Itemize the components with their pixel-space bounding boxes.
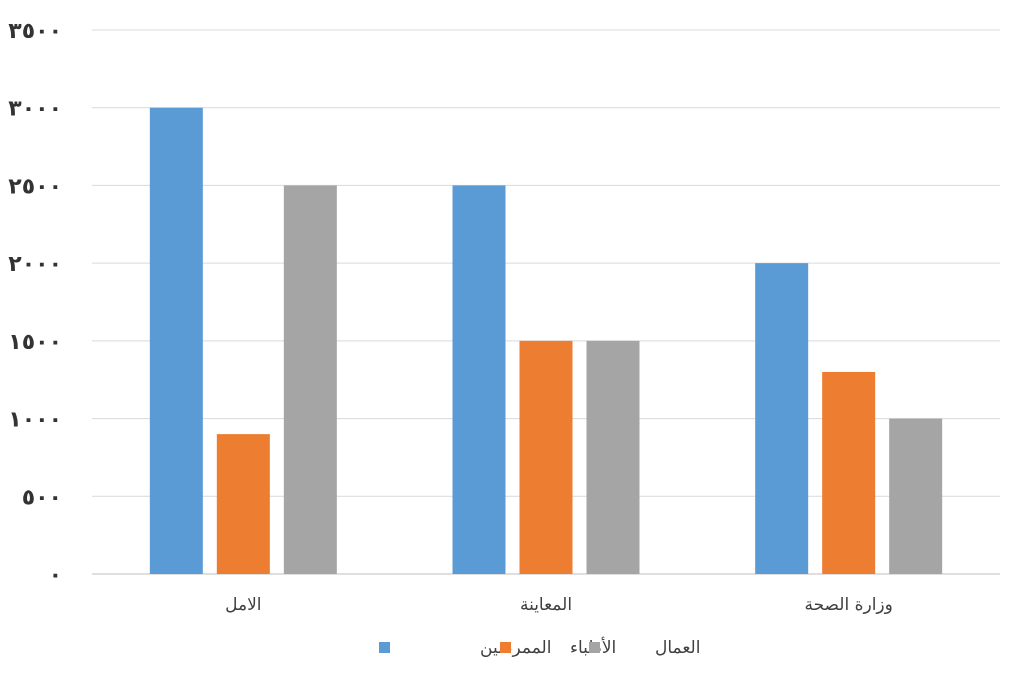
x-tick-label: المعاينة (520, 595, 572, 615)
bar (452, 185, 506, 574)
y-tick-label: ٠ (49, 563, 62, 588)
legend-label: الممرضين (480, 638, 551, 658)
y-tick-label: ٣٥٠٠ (8, 19, 62, 44)
bar (216, 434, 270, 574)
bar (519, 340, 573, 574)
y-tick-label: ٢٠٠٠ (8, 252, 62, 277)
x-axis-ticks: الامل المعاينة وزارة الصحة (225, 595, 893, 615)
y-tick-label: ١٥٠٠ (8, 330, 62, 355)
bar (586, 340, 640, 574)
y-tick-label: ٣٠٠٠ (8, 97, 62, 122)
bar (822, 371, 876, 574)
bar (283, 185, 337, 574)
x-tick-label: وزارة الصحة (804, 595, 892, 615)
legend-swatch (379, 642, 390, 653)
y-tick-label: ١٠٠٠ (8, 408, 62, 433)
legend: الممرضينالأطباءالعمال (379, 637, 700, 658)
legend-swatch (589, 642, 600, 653)
legend-label: العمال (655, 638, 700, 658)
y-tick-label: ٢٥٠٠ (8, 174, 62, 199)
bar (889, 418, 943, 574)
legend-swatch (500, 642, 511, 653)
bars (149, 107, 943, 574)
y-axis-ticks: ٠ ٥٠٠ ١٠٠٠ ١٥٠٠ ٢٠٠٠ ٢٥٠٠ ٣٠٠٠ ٣٥٠٠ (8, 19, 62, 588)
bar (149, 107, 203, 574)
y-tick-label: ٥٠٠ (22, 485, 62, 510)
x-tick-label: الامل (225, 595, 261, 615)
bar (755, 263, 809, 574)
